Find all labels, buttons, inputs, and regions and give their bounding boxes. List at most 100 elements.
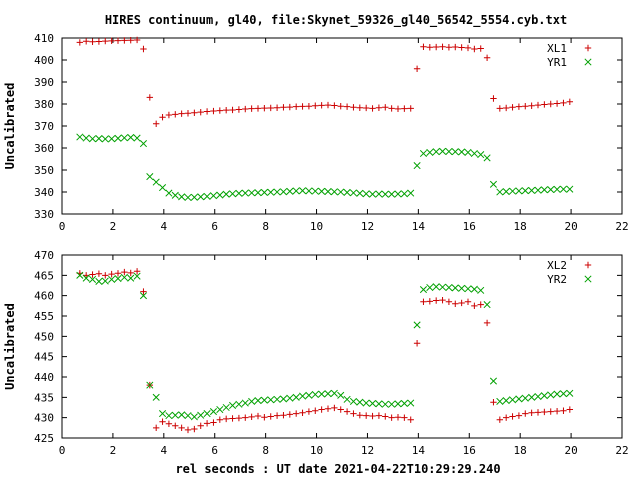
data-point-xl1 bbox=[248, 105, 255, 112]
data-point-yr1 bbox=[248, 189, 256, 197]
data-point-yr2 bbox=[508, 396, 517, 404]
data-point-xl1 bbox=[261, 104, 268, 112]
data-point-yr2 bbox=[273, 395, 281, 403]
data-point-xl2 bbox=[515, 412, 523, 419]
data-point-xl2 bbox=[566, 406, 574, 413]
data-point-xl1 bbox=[337, 103, 344, 110]
data-point-yr1 bbox=[330, 188, 338, 196]
data-point-yr2 bbox=[330, 389, 338, 397]
data-point-yr1 bbox=[375, 190, 383, 198]
data-point-xl1 bbox=[388, 105, 395, 112]
data-point-xl1 bbox=[159, 114, 166, 121]
data-point-yr1 bbox=[216, 191, 224, 199]
legend-marker bbox=[584, 261, 592, 269]
y-tick-label: 360 bbox=[34, 142, 54, 155]
data-point-yr1 bbox=[88, 135, 97, 143]
data-point-xl1 bbox=[509, 104, 516, 111]
legend-marker bbox=[584, 58, 592, 66]
data-point-yr1 bbox=[305, 187, 313, 195]
data-point-yr1 bbox=[489, 180, 498, 188]
y-tick-label: 400 bbox=[34, 54, 54, 67]
plot-frame bbox=[61, 254, 623, 439]
data-point-yr1 bbox=[286, 187, 294, 195]
data-point-yr2 bbox=[528, 393, 536, 401]
data-point-xl2 bbox=[133, 268, 141, 275]
series-xl2 bbox=[76, 268, 574, 434]
x-tick-label: 16 bbox=[463, 444, 476, 457]
data-point-xl1 bbox=[76, 39, 84, 46]
series-yr1 bbox=[76, 133, 574, 202]
y-tick-label: 425 bbox=[34, 432, 54, 445]
y-tick-label: 470 bbox=[34, 249, 54, 262]
data-point-xl1 bbox=[483, 54, 491, 61]
data-point-xl2 bbox=[407, 416, 414, 423]
data-point-xl2 bbox=[210, 419, 217, 426]
data-point-yr2 bbox=[356, 398, 364, 406]
legend-label: YR2 bbox=[547, 273, 567, 286]
x-tick-label: 2 bbox=[110, 220, 117, 233]
y-tick-label: 450 bbox=[34, 330, 54, 343]
data-point-xl2 bbox=[541, 408, 548, 416]
x-tick-label: 8 bbox=[262, 220, 269, 233]
legend-label: YR1 bbox=[547, 56, 567, 69]
data-point-xl1 bbox=[547, 100, 554, 108]
x-tick-label: 22 bbox=[615, 444, 628, 457]
data-point-yr2 bbox=[566, 389, 574, 397]
data-point-xl1 bbox=[420, 43, 427, 50]
x-tick-label: 4 bbox=[161, 444, 168, 457]
data-point-yr1 bbox=[483, 154, 491, 162]
data-point-yr1 bbox=[178, 193, 186, 201]
x-tick-label: 12 bbox=[361, 220, 374, 233]
data-point-yr2 bbox=[228, 401, 237, 410]
data-point-yr1 bbox=[292, 187, 300, 195]
series-xl1 bbox=[76, 36, 574, 127]
data-point-yr2 bbox=[178, 411, 186, 419]
y-axis-label: Uncalibrated bbox=[3, 303, 17, 390]
data-point-xl1 bbox=[254, 105, 262, 112]
data-point-xl1 bbox=[458, 44, 465, 51]
x-tick-label: 18 bbox=[514, 444, 527, 457]
data-point-xl1 bbox=[439, 43, 446, 50]
data-point-yr1 bbox=[171, 191, 179, 199]
data-point-xl1 bbox=[82, 38, 90, 45]
data-point-yr2 bbox=[209, 408, 218, 416]
data-point-yr1 bbox=[139, 140, 148, 148]
data-point-yr1 bbox=[419, 149, 428, 158]
data-point-xl2 bbox=[152, 424, 160, 432]
data-point-xl1 bbox=[235, 106, 243, 113]
data-point-xl1 bbox=[127, 37, 134, 44]
data-point-yr1 bbox=[298, 187, 307, 195]
data-point-yr2 bbox=[502, 397, 510, 405]
data-point-xl2 bbox=[452, 300, 459, 307]
x-tick-label: 18 bbox=[514, 220, 527, 233]
data-point-yr1 bbox=[95, 134, 103, 143]
data-point-xl2 bbox=[114, 270, 122, 277]
data-point-yr2 bbox=[254, 397, 262, 405]
data-point-yr2 bbox=[152, 393, 160, 401]
data-point-xl1 bbox=[133, 36, 141, 44]
data-point-xl2 bbox=[426, 298, 434, 305]
data-point-yr2 bbox=[235, 400, 243, 408]
series-yr2 bbox=[76, 271, 574, 421]
data-point-yr2 bbox=[279, 395, 288, 403]
data-point-yr1 bbox=[553, 185, 561, 193]
data-point-xl1 bbox=[178, 110, 185, 117]
data-point-yr2 bbox=[241, 399, 249, 407]
y-tick-label: 445 bbox=[34, 351, 54, 364]
bottom-panel: 0 2 4 6 8 10 12 14 16 18 20 22 425 430 435 440 445 450 455… bbox=[3, 249, 629, 457]
data-point-xl1 bbox=[528, 102, 535, 109]
data-point-xl2 bbox=[312, 407, 319, 414]
data-point-xl2 bbox=[496, 416, 504, 423]
data-point-yr2 bbox=[483, 301, 491, 309]
data-point-yr2 bbox=[139, 292, 148, 300]
data-point-xl1 bbox=[121, 37, 128, 44]
data-point-yr1 bbox=[197, 193, 205, 201]
data-point-xl1 bbox=[369, 105, 376, 112]
data-point-yr1 bbox=[146, 173, 154, 181]
data-point-xl1 bbox=[165, 111, 173, 119]
data-point-xl1 bbox=[515, 103, 523, 110]
data-point-yr1 bbox=[464, 148, 472, 156]
x-tick-label: 4 bbox=[161, 220, 168, 233]
data-point-yr1 bbox=[324, 188, 332, 196]
